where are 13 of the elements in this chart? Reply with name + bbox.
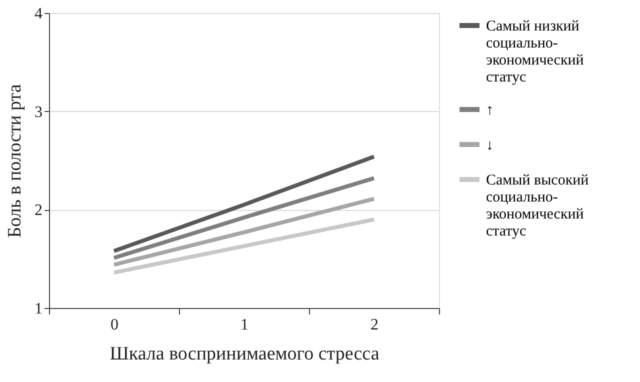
x-tick-label: 1 (240, 316, 248, 334)
y-tick-label: 3 (34, 104, 42, 121)
y-tick-label: 2 (34, 202, 42, 220)
legend-label: ↑ (486, 102, 494, 118)
legend-label: Самый низкий социально-экономический статус (486, 18, 584, 86)
y-tick-label: 1 (34, 300, 42, 318)
y-axis-title: Боль в полости рта (4, 84, 26, 238)
x-tick-label: 0 (110, 316, 118, 334)
x-tick-label: 2 (370, 316, 378, 334)
legend-label: ↓ (486, 138, 494, 154)
y-tick-label: 4 (34, 6, 42, 22)
x-axis-title: Шкала воспринимаемого стресса (110, 344, 380, 364)
legend-label: Самый высокий социально-экономический статус (486, 172, 589, 240)
